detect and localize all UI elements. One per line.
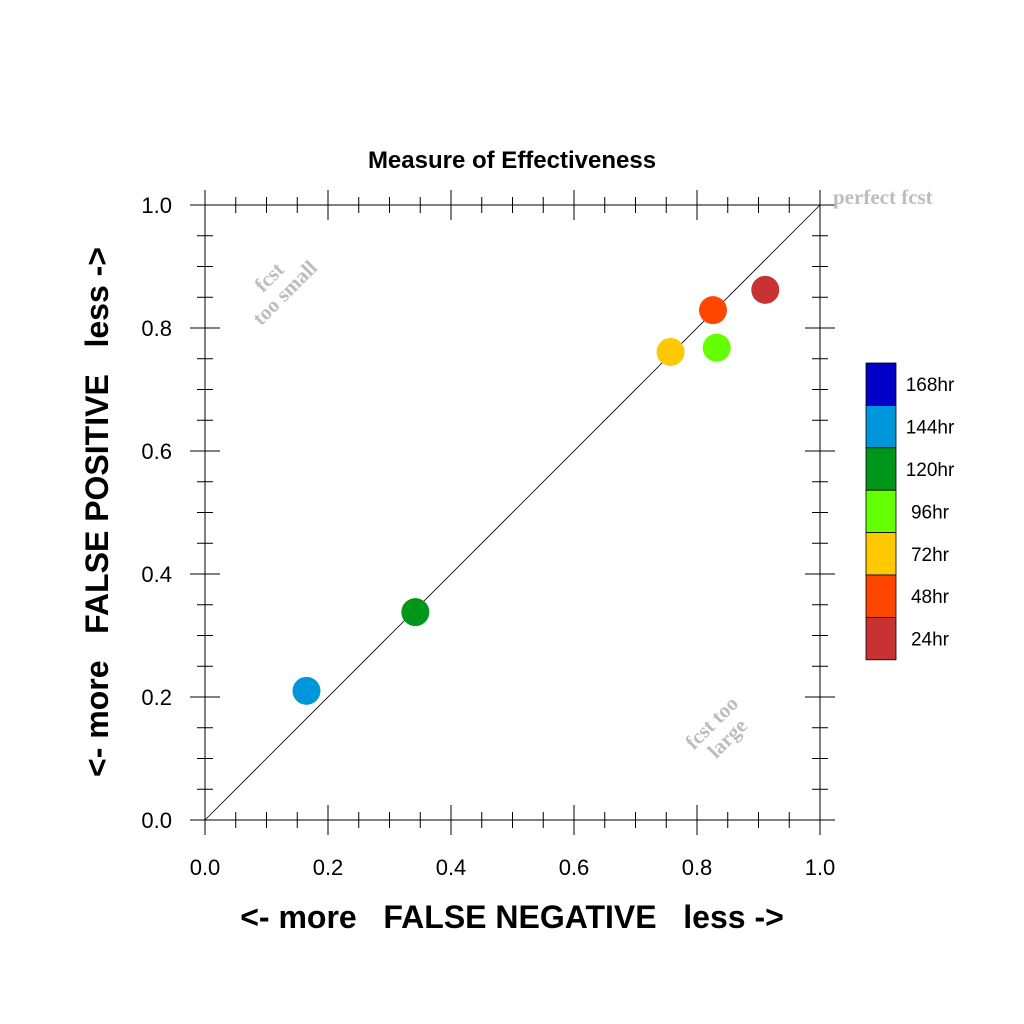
annotation-fcst-too-large: fcst too large [680, 691, 751, 762]
point-144hr [292, 676, 321, 705]
legend-label-48hr: 48hr [911, 587, 950, 608]
annotation-small-line2: too small [248, 255, 322, 329]
plot-area: 0.0 0.2 0.4 0.6 0.8 1.0 0.0 0.2 0.4 0.6 0.8 1.0 [141, 190, 835, 880]
legend-swatch-96hr [865, 489, 897, 534]
legend-label-72hr: 72hr [911, 545, 950, 566]
legend-swatch-24hr [865, 617, 897, 661]
x-tick-label: 0.0 [190, 855, 221, 880]
y-tick-label: 1.0 [141, 193, 172, 218]
y-tick-label: 0.8 [141, 316, 172, 341]
point-96hr [702, 333, 731, 362]
annotation-fcst-too-small: fcst too small [248, 255, 322, 329]
point-120hr [401, 598, 430, 627]
point-72hr [656, 337, 685, 366]
x-tick-label: 1.0 [805, 855, 836, 880]
chart-title: Measure of Effectiveness [368, 147, 656, 174]
y-tick-label: 0.6 [141, 439, 172, 464]
point-48hr [698, 296, 727, 325]
x-tick-label: 0.6 [559, 855, 590, 880]
legend-swatch-120hr [865, 447, 897, 491]
x-tick-label: 0.8 [682, 855, 713, 880]
y-tick-label: 0.2 [141, 685, 172, 710]
x-tick-label: 0.2 [313, 855, 344, 880]
legend-label-120hr: 120hr [906, 460, 955, 481]
legend-swatch-72hr [865, 532, 897, 576]
legend-label-24hr: 24hr [911, 630, 950, 651]
legend: 168hr 144hr 120hr 96hr 72hr 48hr 24hr [865, 362, 955, 661]
legend-label-168hr: 168hr [906, 375, 955, 396]
x-axis-title: <- more FALSE NEGATIVE less -> [240, 899, 784, 935]
x-tick-label: 0.4 [436, 855, 467, 880]
legend-swatch-144hr [865, 404, 897, 449]
legend-label-144hr: 144hr [906, 418, 955, 439]
point-24hr [751, 275, 780, 304]
y-axis-title: <- more FALSE POSITIVE less -> [79, 247, 115, 777]
y-tick-label: 0.0 [141, 808, 172, 833]
legend-swatch-48hr [865, 574, 897, 618]
legend-label-96hr: 96hr [911, 502, 950, 523]
y-tick-label: 0.4 [141, 562, 172, 587]
legend-swatch-168hr [865, 362, 897, 406]
annotation-perfect-fcst: perfect fcst [833, 185, 933, 209]
